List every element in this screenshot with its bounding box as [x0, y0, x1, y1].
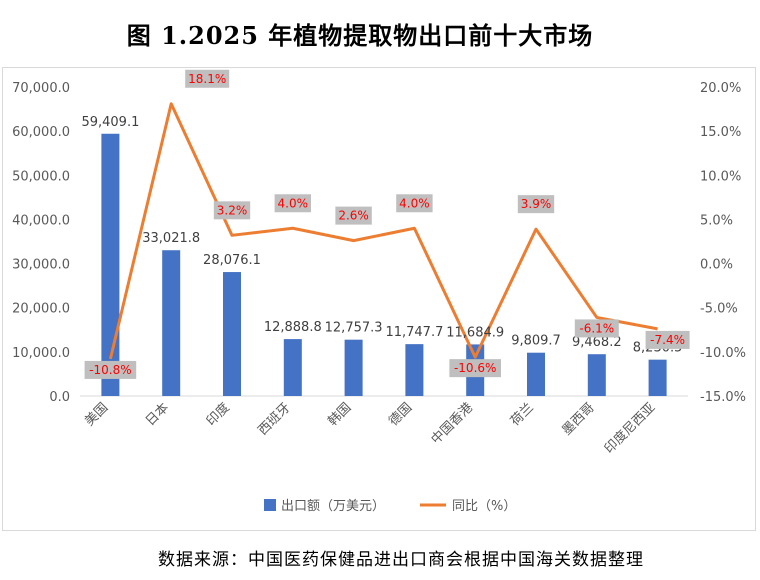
line-value-label: 4.0%: [278, 196, 309, 210]
bar: [527, 352, 545, 396]
line-value-label: 3.2%: [217, 203, 248, 217]
bar: [344, 339, 363, 396]
line-series: [108, 102, 658, 360]
bar: [223, 272, 241, 396]
legend-line-label: 同比（%）: [452, 499, 516, 514]
legend-bar-swatch: [264, 499, 276, 511]
right-tick-label: 15.0%: [700, 125, 741, 140]
right-tick-label: 20.0%: [700, 81, 741, 96]
bar: [283, 339, 302, 396]
line-value-label: -6.1%: [579, 321, 614, 335]
bar-value-label: 28,076.1: [203, 253, 261, 268]
bar-value-label: 33,021.8: [142, 231, 200, 246]
category-label: 韩国: [325, 400, 354, 429]
category-label: 西班牙: [255, 400, 293, 438]
left-tick-label: 10,000.0: [12, 346, 70, 361]
category-label: 墨西哥: [559, 400, 597, 438]
bar-series: [101, 133, 667, 396]
line-value-label: 2.6%: [338, 209, 369, 223]
line-path: [108, 102, 658, 360]
axes: 0.0 10,000.0 20,000.0 30,000.0 40,000.0 50,00…: [12, 81, 746, 457]
line-label-bg: [84, 360, 137, 379]
category-label: 印度尼西亚: [601, 400, 658, 457]
bar-value-label: 11,684.9: [446, 325, 504, 340]
right-tick-label: 10.0%: [700, 169, 741, 184]
left-tick-label: 50,000.0: [12, 169, 70, 184]
bar-value-label: 12,888.8: [264, 320, 322, 335]
bar: [648, 359, 667, 396]
bar: [587, 354, 606, 396]
category-label: 日本: [143, 400, 172, 429]
line-label-bg: [335, 206, 372, 225]
bar-value-label: 11,747.7: [385, 325, 443, 340]
category-label: 印度: [203, 400, 233, 430]
line-value-label: 3.9%: [521, 197, 552, 211]
bar: [405, 344, 424, 396]
line-label-bg: [517, 195, 555, 214]
category-label: 美国: [82, 400, 111, 429]
line-label-bg: [645, 330, 690, 349]
left-tick-label: 40,000.0: [12, 213, 70, 228]
right-tick-label: -15.0%: [700, 390, 746, 405]
left-tick-label: 60,000.0: [12, 125, 70, 140]
left-tick-label: 0.0: [49, 390, 70, 405]
left-tick-label: 20,000.0: [12, 302, 70, 317]
category-label: 德国: [386, 400, 415, 429]
line-label-bg: [396, 194, 433, 213]
left-tick-label: 70,000.0: [12, 81, 70, 96]
right-tick-label: 5.0%: [700, 213, 733, 228]
legend-bar-label: 出口额（万美元）: [281, 499, 385, 514]
line-label-bg: [274, 194, 311, 213]
line-label-bg: [574, 319, 619, 338]
line-value-label: 4.0%: [399, 196, 430, 210]
right-tick-label: -5.0%: [700, 302, 738, 317]
line-label-bg: [213, 201, 251, 220]
right-tick-label: 0.0%: [700, 258, 733, 273]
category-label: 中国香港: [429, 400, 476, 447]
line-value-label: -10.8%: [89, 363, 131, 377]
bar-value-label: 9,468.2: [572, 335, 622, 350]
bar: [101, 133, 120, 396]
chart-area: [2, 67, 756, 531]
line-value-label: -7.4%: [650, 333, 685, 347]
right-tick-label: -10.0%: [700, 346, 746, 361]
source-note: 数据来源：中国医药保健品进出口商会根据中国海关数据整理: [158, 550, 644, 570]
chart-title: 图 1.2025 年植物提取物出口前十大市场: [126, 21, 594, 50]
bar-value-label: 59,409.1: [81, 115, 139, 130]
category-label: 荷兰: [508, 400, 537, 429]
line-value-label: 18.1%: [188, 72, 226, 86]
line-value-label: -10.6%: [454, 361, 496, 375]
bar-value-label: 12,757.3: [325, 321, 383, 336]
data-labels: 59,409.1 33,021.828,076.1 12,888.8 12,757.3…: [81, 69, 690, 379]
bar: [162, 250, 181, 396]
bar-value-label: 9,809.7: [511, 334, 561, 349]
line-label-bg: [185, 69, 230, 88]
line-label-bg: [449, 359, 501, 378]
left-tick-label: 30,000.0: [12, 258, 70, 273]
legend: 出口额（万美元） 同比（%）: [264, 499, 516, 514]
